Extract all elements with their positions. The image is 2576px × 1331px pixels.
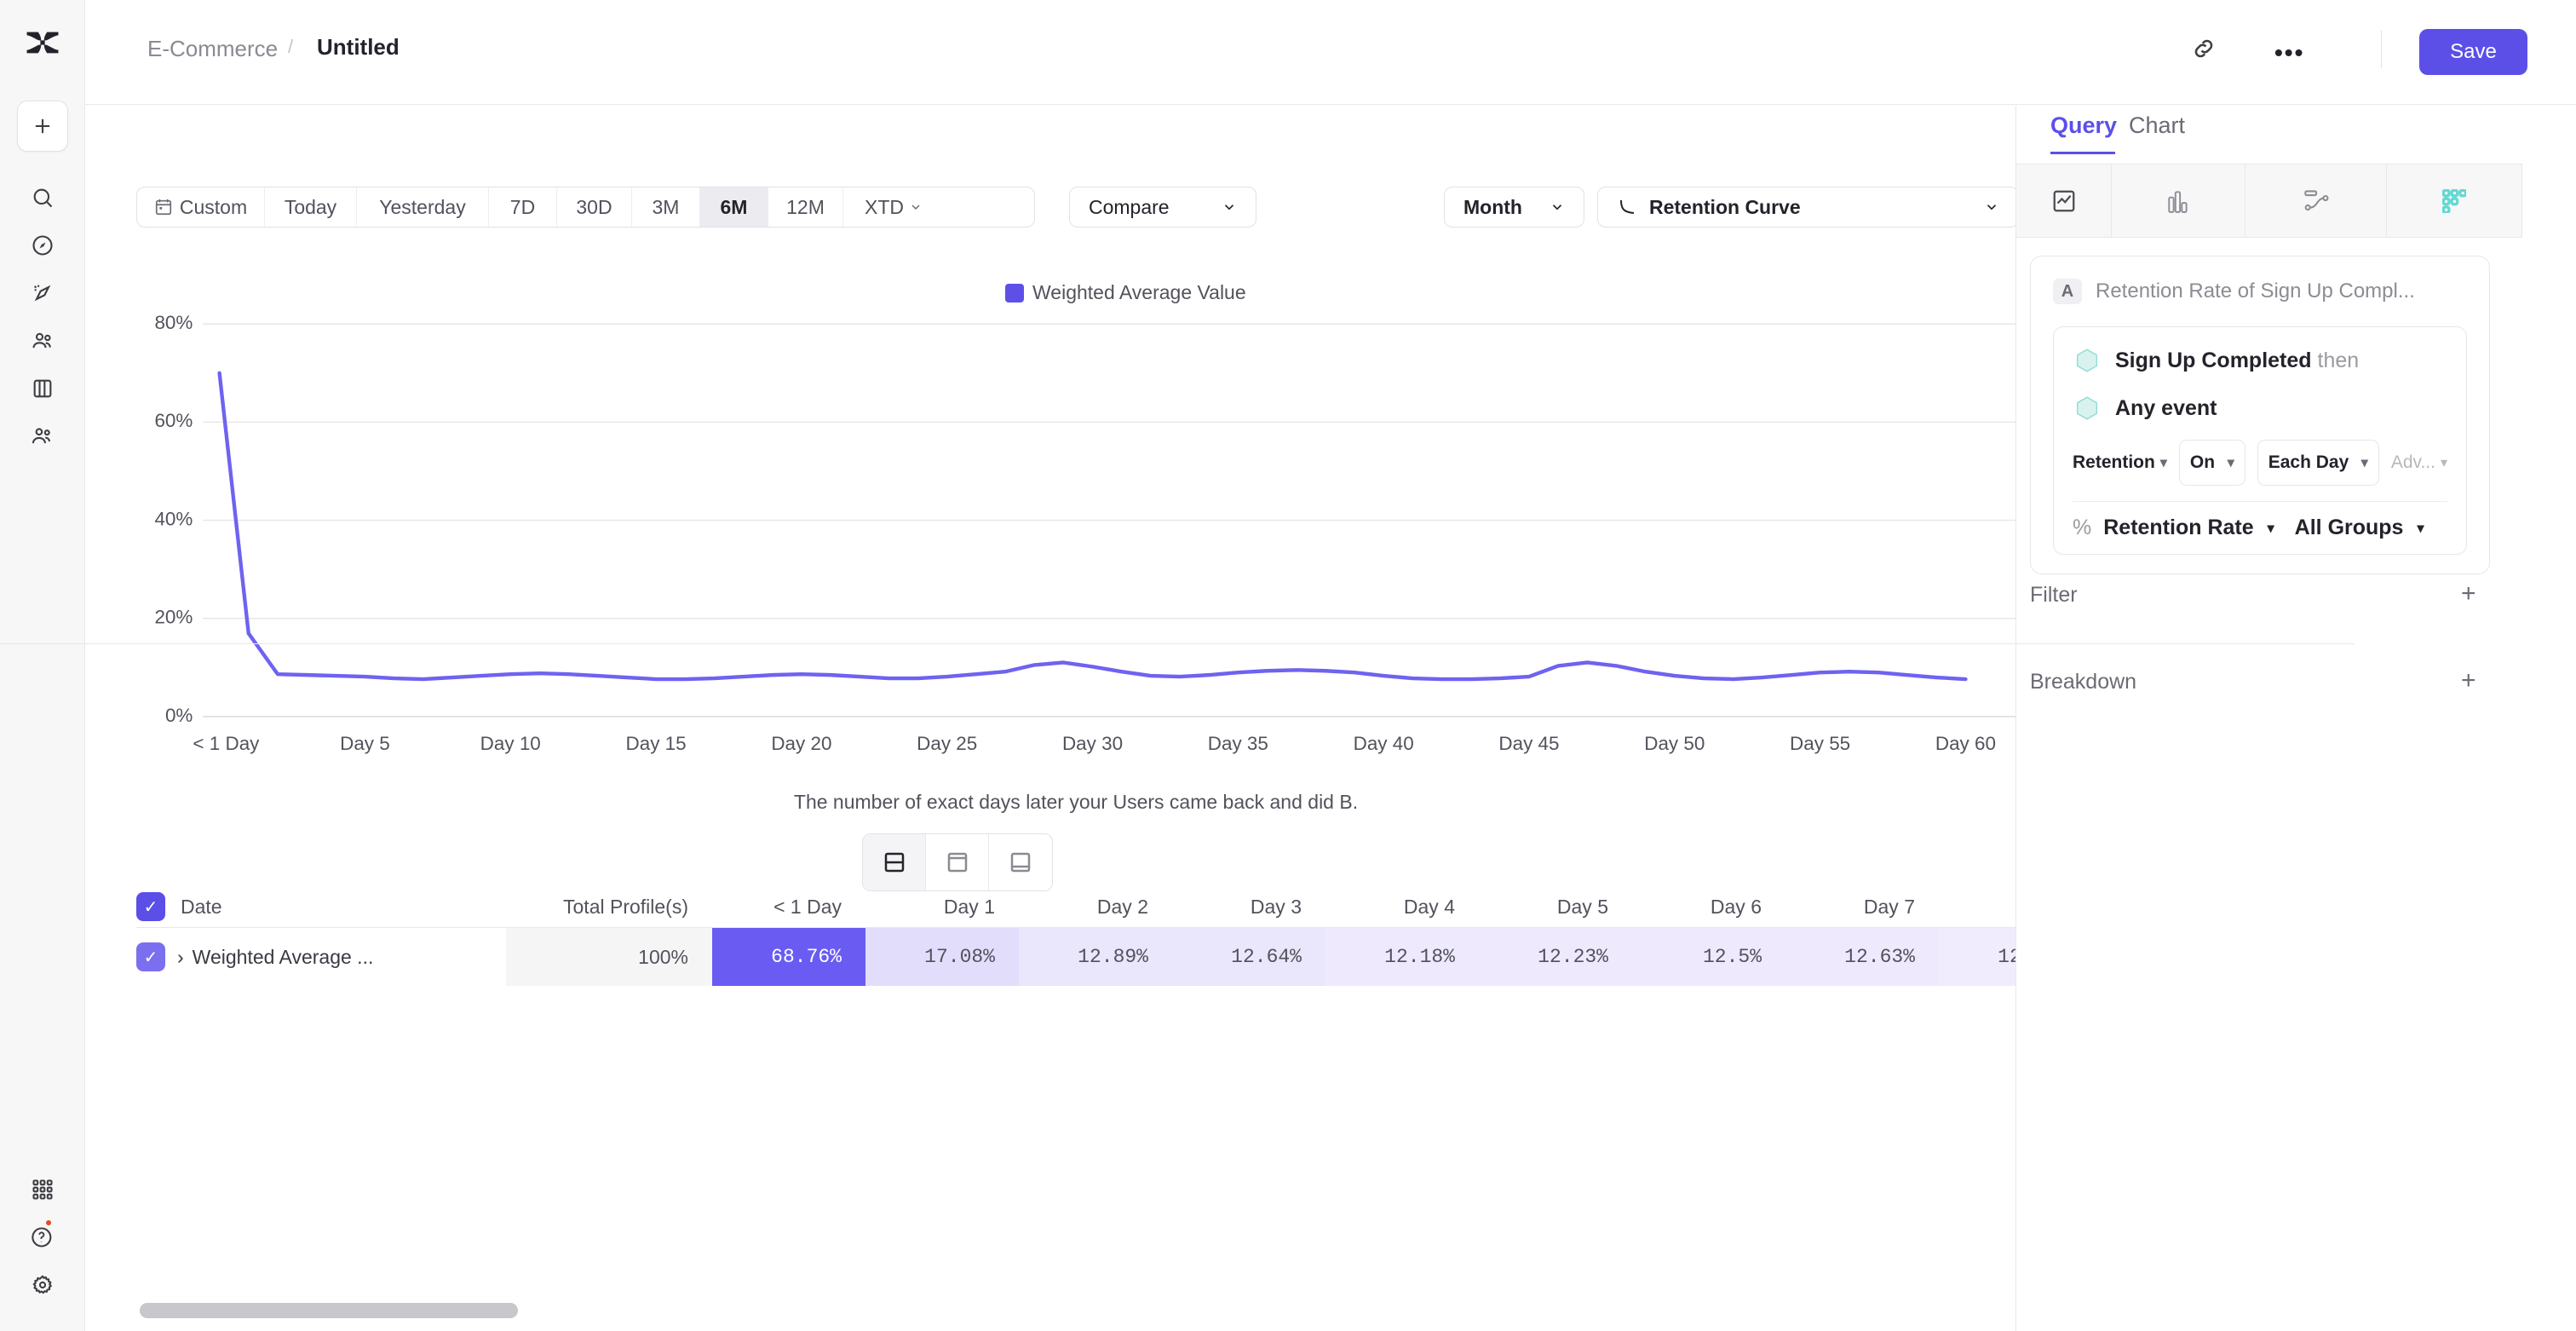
svg-text:Day 35: Day 35	[1208, 733, 1268, 754]
svg-text:0%: 0%	[165, 705, 193, 726]
svg-text:20%: 20%	[154, 607, 193, 628]
svg-text:Day 50: Day 50	[1644, 733, 1705, 754]
svg-text:60%: 60%	[154, 410, 193, 431]
svg-text:Day 40: Day 40	[1354, 733, 1414, 754]
svg-text:Day 15: Day 15	[626, 733, 687, 754]
svg-text:< 1 Day: < 1 Day	[193, 733, 260, 754]
svg-text:Day 25: Day 25	[917, 733, 977, 754]
svg-text:Day 5: Day 5	[340, 733, 390, 754]
svg-text:Day 20: Day 20	[771, 733, 831, 754]
svg-text:40%: 40%	[154, 508, 193, 529]
svg-text:Day 55: Day 55	[1790, 733, 1850, 754]
svg-text:Day 10: Day 10	[480, 733, 541, 754]
svg-text:Day 30: Day 30	[1062, 733, 1123, 754]
svg-text:Day 45: Day 45	[1498, 733, 1559, 754]
svg-text:Day 60: Day 60	[1935, 733, 1996, 754]
svg-text:80%: 80%	[154, 312, 193, 333]
